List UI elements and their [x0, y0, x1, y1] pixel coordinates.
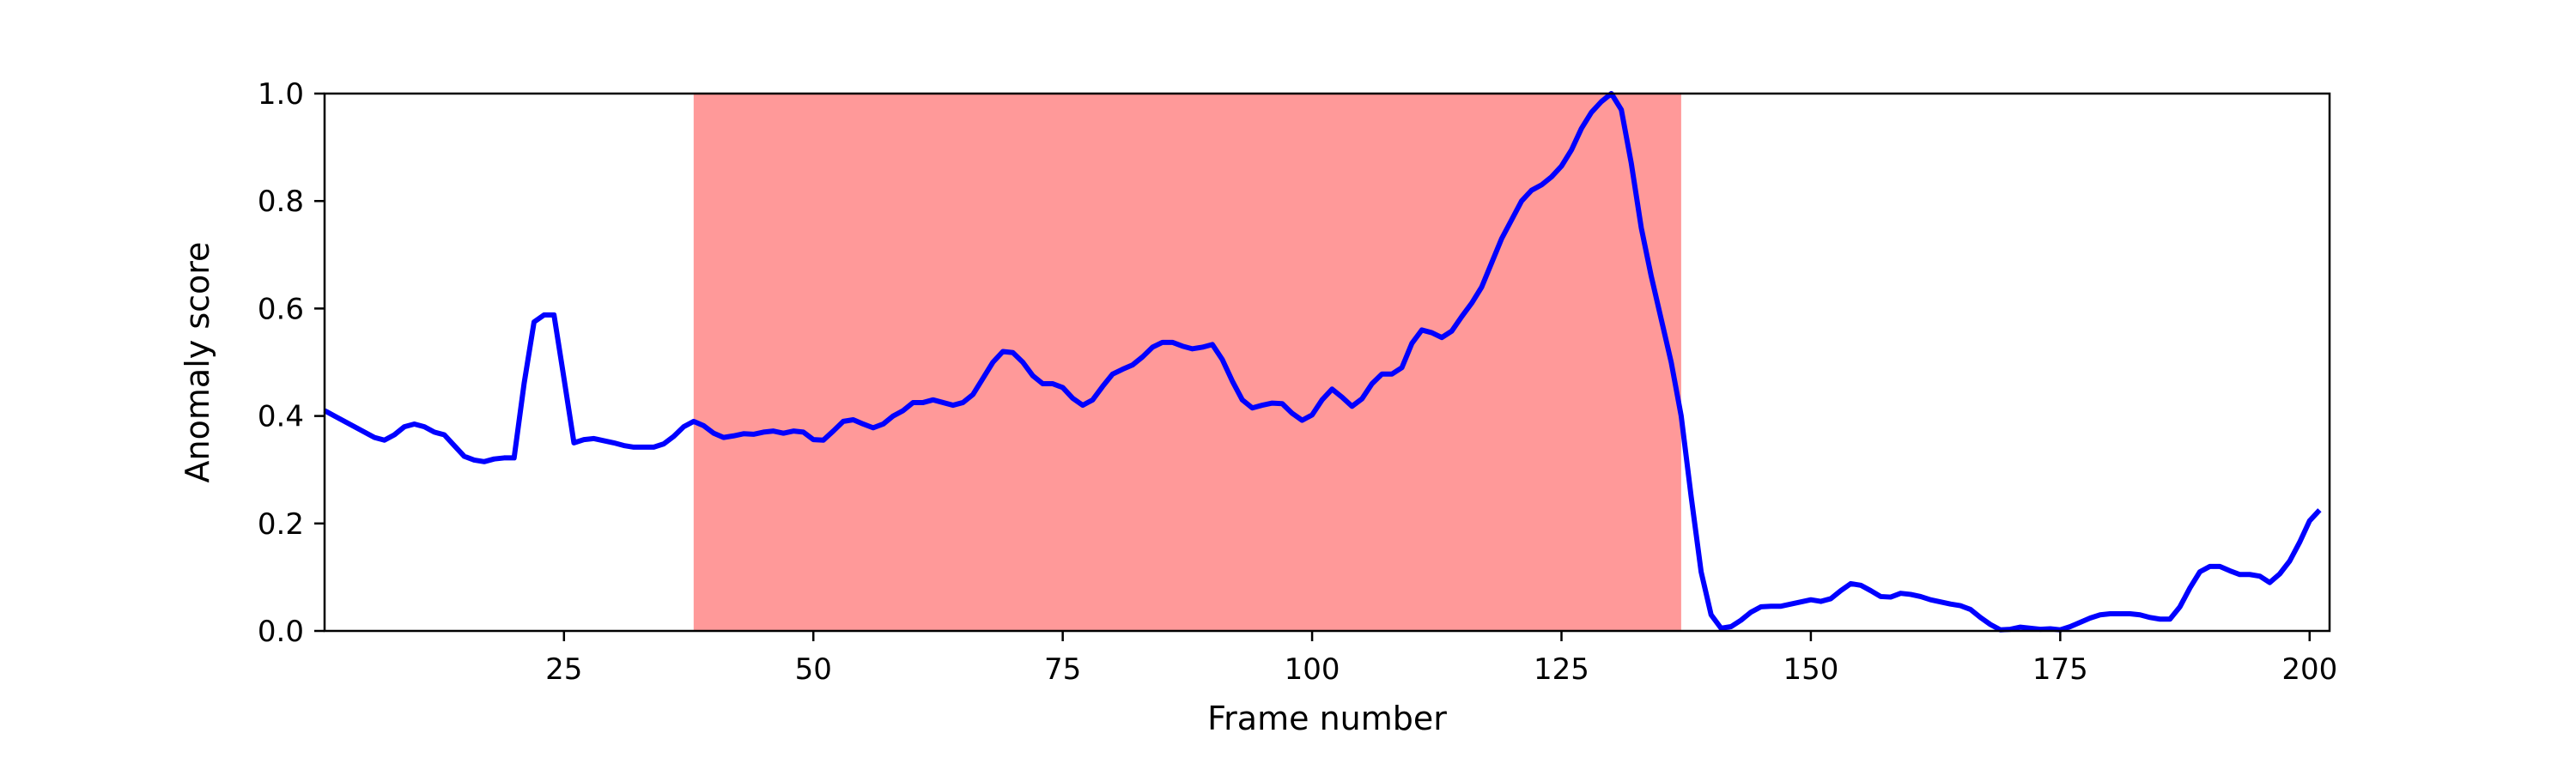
y-tick-label-4: 0.8	[258, 185, 304, 219]
x-tick-label-50: 50	[795, 652, 832, 687]
x-tick-label-100: 100	[1285, 652, 1340, 687]
x-tick-label-25: 25	[545, 652, 582, 687]
y-tick-label-3: 0.6	[258, 292, 304, 326]
y-tick-label-1: 0.2	[258, 507, 304, 542]
highlight-region	[693, 94, 1681, 631]
x-tick-label-125: 125	[1534, 652, 1589, 687]
y-tick-label-0: 0.0	[258, 615, 304, 649]
y-tick-label-5: 1.0	[258, 77, 304, 112]
x-axis-label: Frame number	[1207, 700, 1447, 737]
axes-frame	[323, 92, 2331, 633]
x-tick-label-200: 200	[2281, 652, 2337, 687]
y-tick-label-2: 0.4	[258, 400, 304, 434]
plot-area: 25 50 75 100 125 150 175 200 0.0 0.2 0.4 0.6 0.8 1.0	[258, 77, 2337, 687]
x-tick-label-150: 150	[1783, 652, 1838, 687]
x-tick-label-175: 175	[2032, 652, 2088, 687]
y-axis-label: Anomaly score	[179, 242, 216, 483]
x-tick-label-75: 75	[1044, 652, 1081, 687]
series-line-0	[323, 91, 2322, 633]
